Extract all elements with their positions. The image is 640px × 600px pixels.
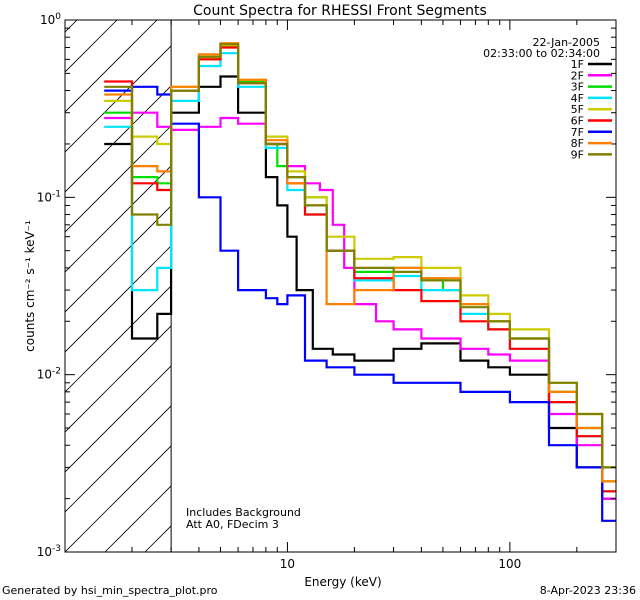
y-tick-label: 100: [40, 12, 61, 27]
hatch-line: [65, 45, 172, 153]
annotation-attenuator: Att A0, FDecim 3: [186, 518, 279, 531]
legend-label-4F: 4F: [571, 92, 584, 105]
legend-label-6F: 6F: [571, 115, 584, 128]
hatch-line: [625, 20, 640, 552]
series-7F: [104, 85, 616, 522]
series-3F: [104, 44, 616, 483]
chart-title: Count Spectra for RHESSI Front Segments: [193, 3, 487, 19]
legend-label-1F: 1F: [571, 58, 584, 71]
hatch-line: [65, 205, 172, 313]
hatch-line: [425, 20, 640, 552]
legend-label-9F: 9F: [571, 148, 584, 161]
hatch-line: [65, 285, 172, 393]
annotation-background: Includes Background: [186, 506, 301, 519]
x-axis-label: Energy (keV): [304, 575, 381, 589]
plot-frame: [64, 19, 617, 553]
series-1F: [104, 75, 616, 500]
hatch-line: [65, 125, 172, 233]
hatched-region: [65, 20, 640, 552]
legend-label-8F: 8F: [571, 137, 584, 150]
hatch-line: [545, 20, 640, 552]
hatch-line: [585, 20, 640, 552]
y-tick-label: 10-1: [37, 189, 61, 204]
y-tick-label: 10-3: [37, 544, 61, 559]
series-8F: [104, 42, 616, 483]
hatch-line: [65, 20, 158, 113]
hatch-line: [345, 20, 640, 552]
hatch-line: [65, 445, 172, 552]
hatch-line: [65, 365, 172, 473]
hatch-line: [465, 20, 640, 552]
series-6F: [104, 46, 616, 493]
hatch-line: [65, 405, 172, 513]
legend-label-2F: 2F: [571, 69, 584, 82]
footer-generated-by: Generated by hsi_min_spectra_plot.pro: [2, 584, 218, 597]
legend-label-5F: 5F: [571, 103, 584, 116]
series-9F: [104, 43, 616, 469]
legend-label-7F: 7F: [571, 126, 584, 139]
series-2F: [104, 111, 616, 500]
footer-timestamp: 8-Apr-2023 23:36: [539, 584, 636, 597]
x-tick-label: 10: [280, 557, 295, 571]
date-label: 22-Jan-2005: [533, 36, 601, 49]
y-tick-label: 10-2: [37, 367, 61, 382]
hatch-line: [65, 20, 118, 73]
hatch-line: [65, 85, 172, 193]
x-tick-label: 100: [498, 557, 521, 571]
legend-label-3F: 3F: [571, 81, 584, 94]
hatch-line: [65, 165, 172, 273]
time-range-label: 02:33:00 to 02:34:00: [483, 47, 600, 60]
series-5F: [104, 44, 616, 469]
series-layer: [104, 42, 616, 522]
y-axis-label: counts cm⁻² s⁻¹ keV⁻¹: [23, 220, 37, 352]
axis-ticks: 10 100 10-3 10-2 10-1 100: [37, 12, 617, 571]
